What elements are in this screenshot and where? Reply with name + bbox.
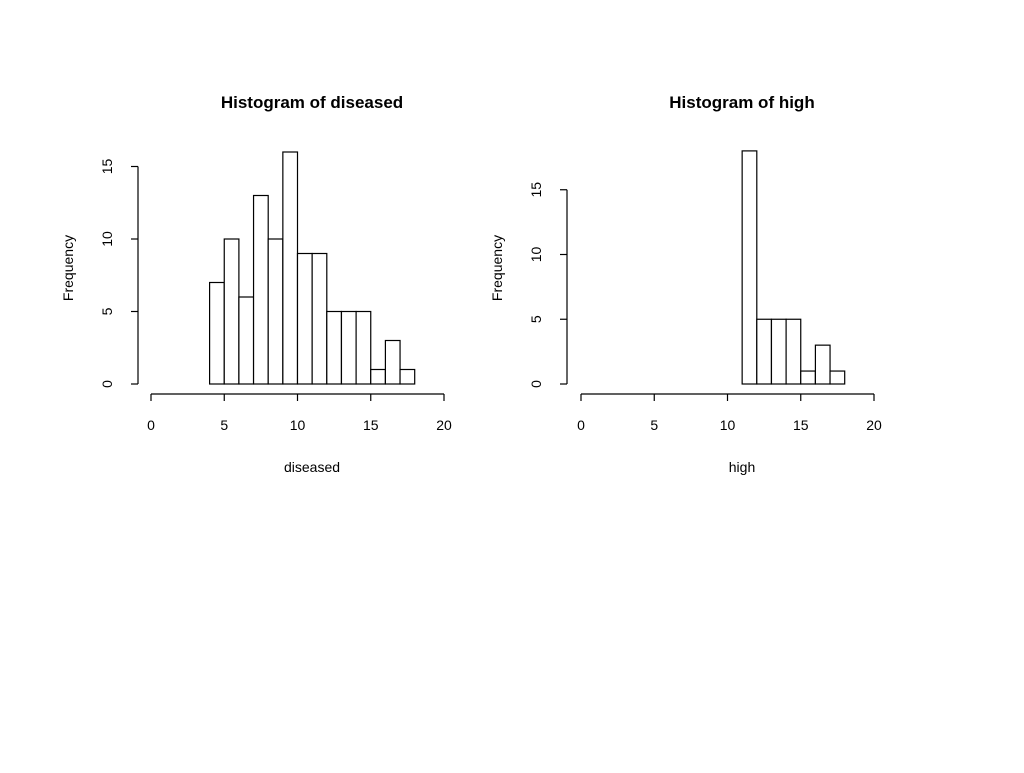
y-tick-label: 10	[99, 231, 115, 247]
histogram-bar	[296, 252, 313, 385]
histogram-high-panel: Histogram of high high Frequency 0 5 10 15 2…	[489, 93, 882, 475]
histogram-bar	[238, 296, 255, 385]
histogram-bar	[770, 318, 787, 385]
y-axis-label-diseased: Frequency	[60, 235, 76, 301]
x-axis-high: 0 5 10 15 20	[577, 393, 882, 433]
histogram-bar	[282, 151, 299, 385]
histogram-bar	[829, 370, 846, 385]
histogram-bar	[741, 150, 758, 385]
histogram-bar	[756, 318, 773, 385]
histogram-bar	[223, 238, 240, 385]
histogram-bar	[326, 310, 343, 385]
x-tick-label: 5	[650, 417, 658, 433]
y-tick-label: 5	[528, 315, 544, 323]
histogram-bar	[267, 238, 284, 385]
x-tick-label: 0	[577, 417, 585, 433]
y-tick-label: 15	[528, 182, 544, 198]
bars-high	[741, 150, 846, 385]
x-tick-label: 15	[363, 417, 379, 433]
histogram-bar	[800, 370, 816, 385]
x-axis-diseased: 0 5 10 15 20	[147, 393, 452, 433]
histogram-bar	[355, 310, 372, 385]
histogram-diseased-panel: Histogram of diseased diseased Frequency…	[60, 93, 452, 475]
x-tick-label: 20	[866, 417, 882, 433]
histogram-bar	[814, 344, 831, 385]
y-tick-label: 0	[528, 380, 544, 388]
y-tick-label: 15	[99, 159, 115, 175]
histogram-bar	[209, 281, 225, 385]
x-tick-label: 20	[436, 417, 452, 433]
y-tick-label: 10	[528, 247, 544, 263]
x-axis-label-diseased: diseased	[284, 459, 340, 475]
x-tick-label: 0	[147, 417, 155, 433]
chart-title-diseased: Histogram of diseased	[221, 93, 403, 112]
y-axis-high: 0 5 10 15	[528, 182, 568, 388]
y-axis-label-high: Frequency	[489, 235, 505, 301]
y-tick-label: 0	[99, 380, 115, 388]
x-tick-label: 10	[720, 417, 736, 433]
histogram-bar	[311, 252, 328, 385]
x-tick-label: 5	[220, 417, 228, 433]
histogram-bar	[252, 194, 269, 385]
x-axis-label-high: high	[729, 459, 755, 475]
chart-title-high: Histogram of high	[669, 93, 814, 112]
y-tick-label: 5	[99, 307, 115, 315]
histogram-bar	[785, 318, 802, 385]
histogram-bar	[399, 368, 416, 385]
x-tick-label: 15	[793, 417, 809, 433]
x-tick-label: 10	[290, 417, 306, 433]
histogram-bar	[384, 339, 401, 385]
histogram-bar	[340, 310, 357, 385]
y-axis-diseased: 0 5 10 15	[99, 159, 139, 388]
histogram-bar	[370, 368, 386, 385]
bars-diseased	[209, 151, 416, 385]
